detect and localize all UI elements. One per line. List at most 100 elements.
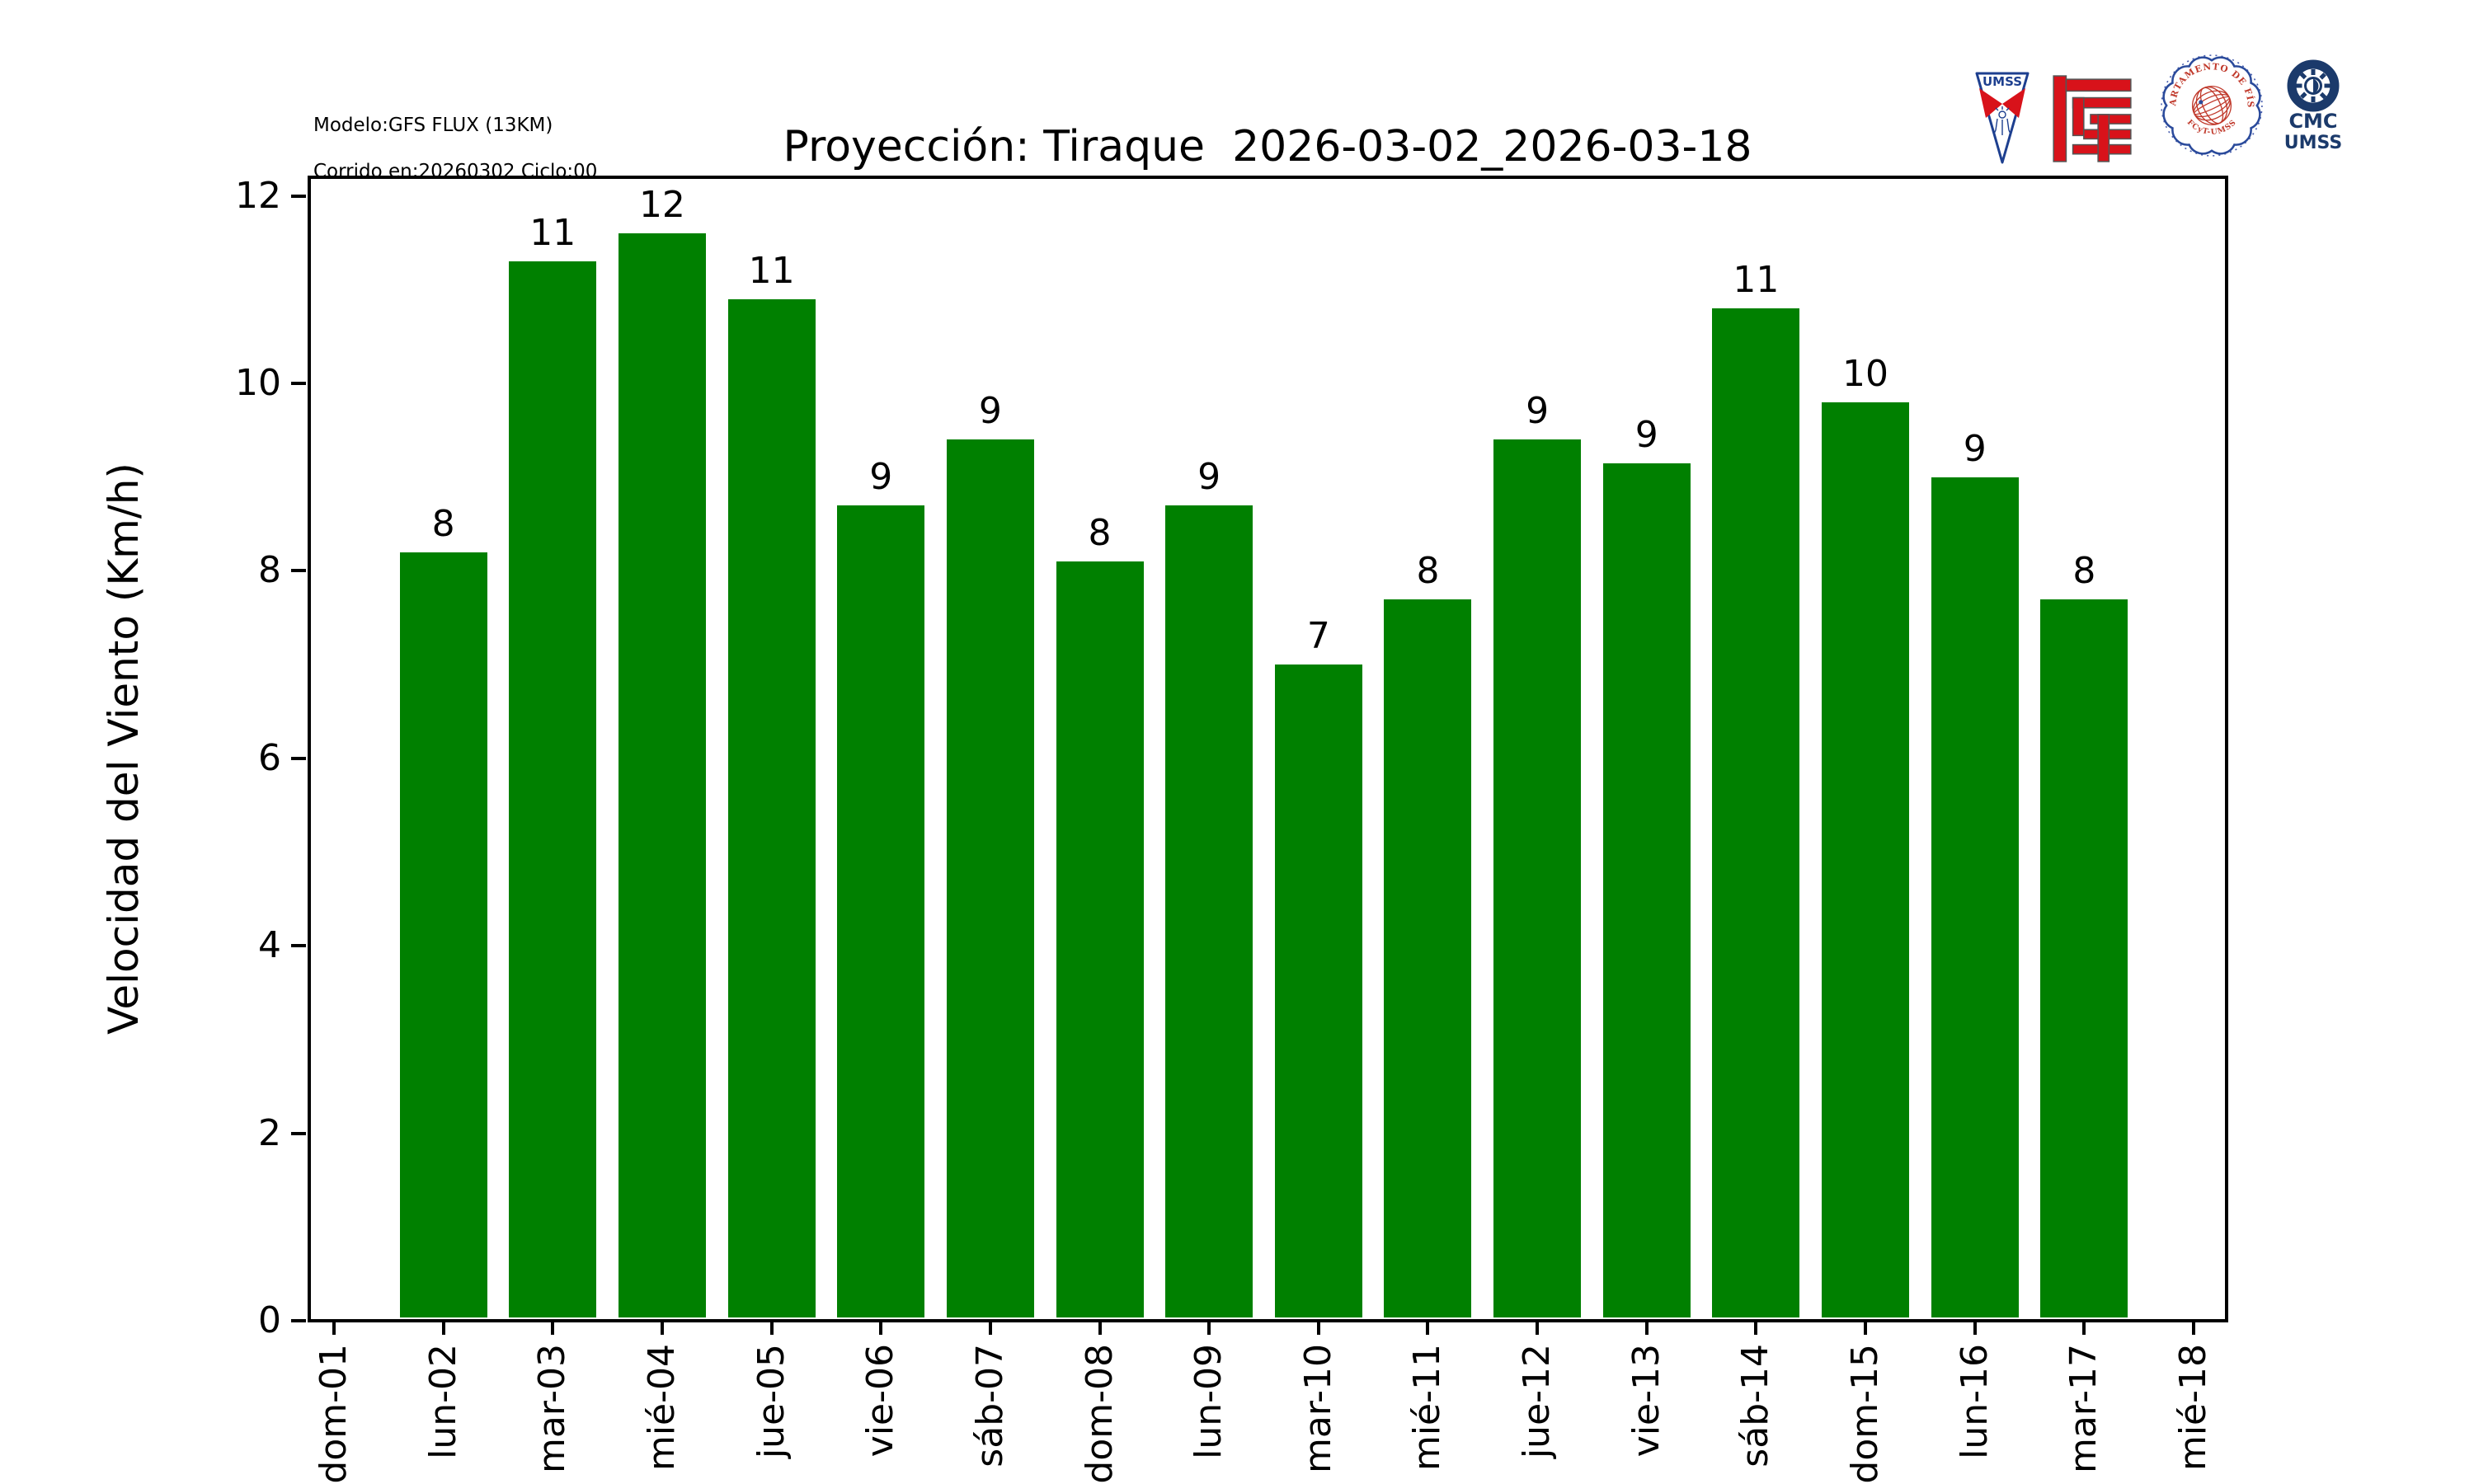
x-tick-mark [1536,1322,1540,1335]
x-tick-mark [2082,1322,2086,1335]
bar [727,298,816,1317]
cmc-ring [2287,59,2340,112]
bar [946,439,1034,1317]
seal-wavy-border [2162,56,2261,155]
bar [1384,599,1472,1317]
x-tick-mark [1973,1322,1977,1335]
bar [1165,505,1253,1317]
x-tick-label: jue-05 [750,1344,793,1459]
x-tick-mark [879,1322,883,1335]
bar [837,505,925,1317]
x-tick-label: mar-03 [531,1344,574,1473]
y-tick-label: 10 [235,362,281,405]
cmc-umss-text: UMSS [2284,133,2342,153]
bar [1493,439,1582,1317]
pennant-emblem [1993,106,2011,135]
x-tick-mark [2192,1322,2195,1335]
bar [1056,561,1144,1317]
cmc-umss-logo: CMC UMSS [2284,59,2342,153]
x-tick-mark [1754,1322,1758,1335]
pennant-red-right-triangle [2002,88,2025,118]
x-tick-mark [551,1322,555,1335]
x-tick-label: lun-16 [1953,1344,1996,1459]
x-tick-mark [1864,1322,1868,1335]
bar [1602,463,1691,1317]
bar-value-label: 11 [529,212,576,255]
fcyt-logo [2053,75,2132,162]
bar-value-label: 9 [869,455,893,498]
x-tick-label: dom-15 [1844,1344,1887,1484]
x-tick-mark [441,1322,445,1335]
y-tick-mark [291,569,306,573]
x-tick-label: vie-13 [1625,1344,1667,1458]
x-tick-label: dom-01 [313,1344,355,1484]
seal-globe [2191,85,2232,126]
bar-value-label: 9 [1963,427,1987,470]
bar [1274,665,1362,1317]
x-tick-label: sáb-07 [968,1344,1011,1468]
y-tick-mark [291,1319,306,1322]
cmc-rays [2296,69,2331,102]
x-tick-mark [769,1322,774,1335]
plot-area-border [308,176,2228,1322]
bar-value-label: 12 [638,184,685,227]
y-tick-mark [291,756,306,760]
chart-title: Proyección: Tiraque 2026-03-02_2026-03-1… [783,122,1752,171]
x-tick-mark [660,1322,664,1335]
bar-value-label: 9 [1634,413,1658,456]
y-tick-mark [291,382,306,386]
y-tick-mark [291,194,306,198]
x-tick-mark [988,1322,992,1335]
x-tick-label: mié-04 [640,1344,683,1472]
bar [1712,308,1800,1317]
x-tick-label: jue-12 [1516,1344,1559,1459]
pennant-red-left-triangle [1979,88,2002,118]
y-tick-mark [291,1131,306,1135]
x-tick-label: mié-11 [1406,1344,1449,1472]
bar-value-label: 10 [1842,352,1889,395]
y-tick-mark [291,944,306,948]
x-tick-label: sáb-14 [1734,1344,1777,1468]
y-tick-label: 2 [258,1111,281,1154]
seal-dotted-ring [2161,54,2263,157]
x-tick-mark [1098,1322,1102,1335]
x-tick-label: lun-02 [421,1344,464,1459]
y-tick-label: 12 [235,174,281,217]
bar-value-label: 9 [978,390,1002,433]
cmc-halfmoon [2313,78,2319,94]
x-tick-mark [1426,1322,1430,1335]
x-tick-label: lun-09 [1188,1344,1230,1459]
bar-value-label: 8 [431,502,455,545]
x-tick-label: mar-10 [1296,1344,1339,1473]
bar-value-label: 8 [1088,512,1112,555]
x-tick-label: mié-18 [2172,1344,2214,1472]
umss-pennant-logo: UMSS [1975,72,2030,164]
bar-value-label: 11 [748,249,795,292]
y-tick-label: 4 [258,924,281,967]
y-tick-label: 0 [258,1299,281,1341]
x-tick-label: mar-17 [2062,1344,2105,1473]
bar [618,233,706,1317]
bar-value-label: 7 [1306,615,1330,658]
y-tick-label: 8 [258,549,281,592]
bar [1931,477,2019,1317]
bar-value-label: 11 [1733,259,1780,302]
bar [399,552,487,1317]
y-tick-label: 6 [258,736,281,779]
bar [509,261,597,1317]
model-info-line1: Modelo:GFS FLUX (13KM) [313,115,553,136]
x-tick-mark [1316,1322,1320,1335]
bar-value-label: 8 [1416,549,1440,592]
x-tick-mark [1644,1322,1649,1335]
x-tick-mark [332,1322,336,1335]
bar-value-label: 9 [1526,390,1550,433]
pennant-text: UMSS [1982,74,2022,89]
bar-value-label: 8 [2072,549,2096,592]
x-tick-mark [1207,1322,1211,1335]
x-tick-label: dom-08 [1078,1344,1121,1484]
fisica-department-seal: DEPARTAMENTO DE FÍSICA FCyT-UMSS [2157,51,2263,157]
cmc-text: CMC [2288,110,2337,133]
bar-value-label: 9 [1197,455,1221,498]
